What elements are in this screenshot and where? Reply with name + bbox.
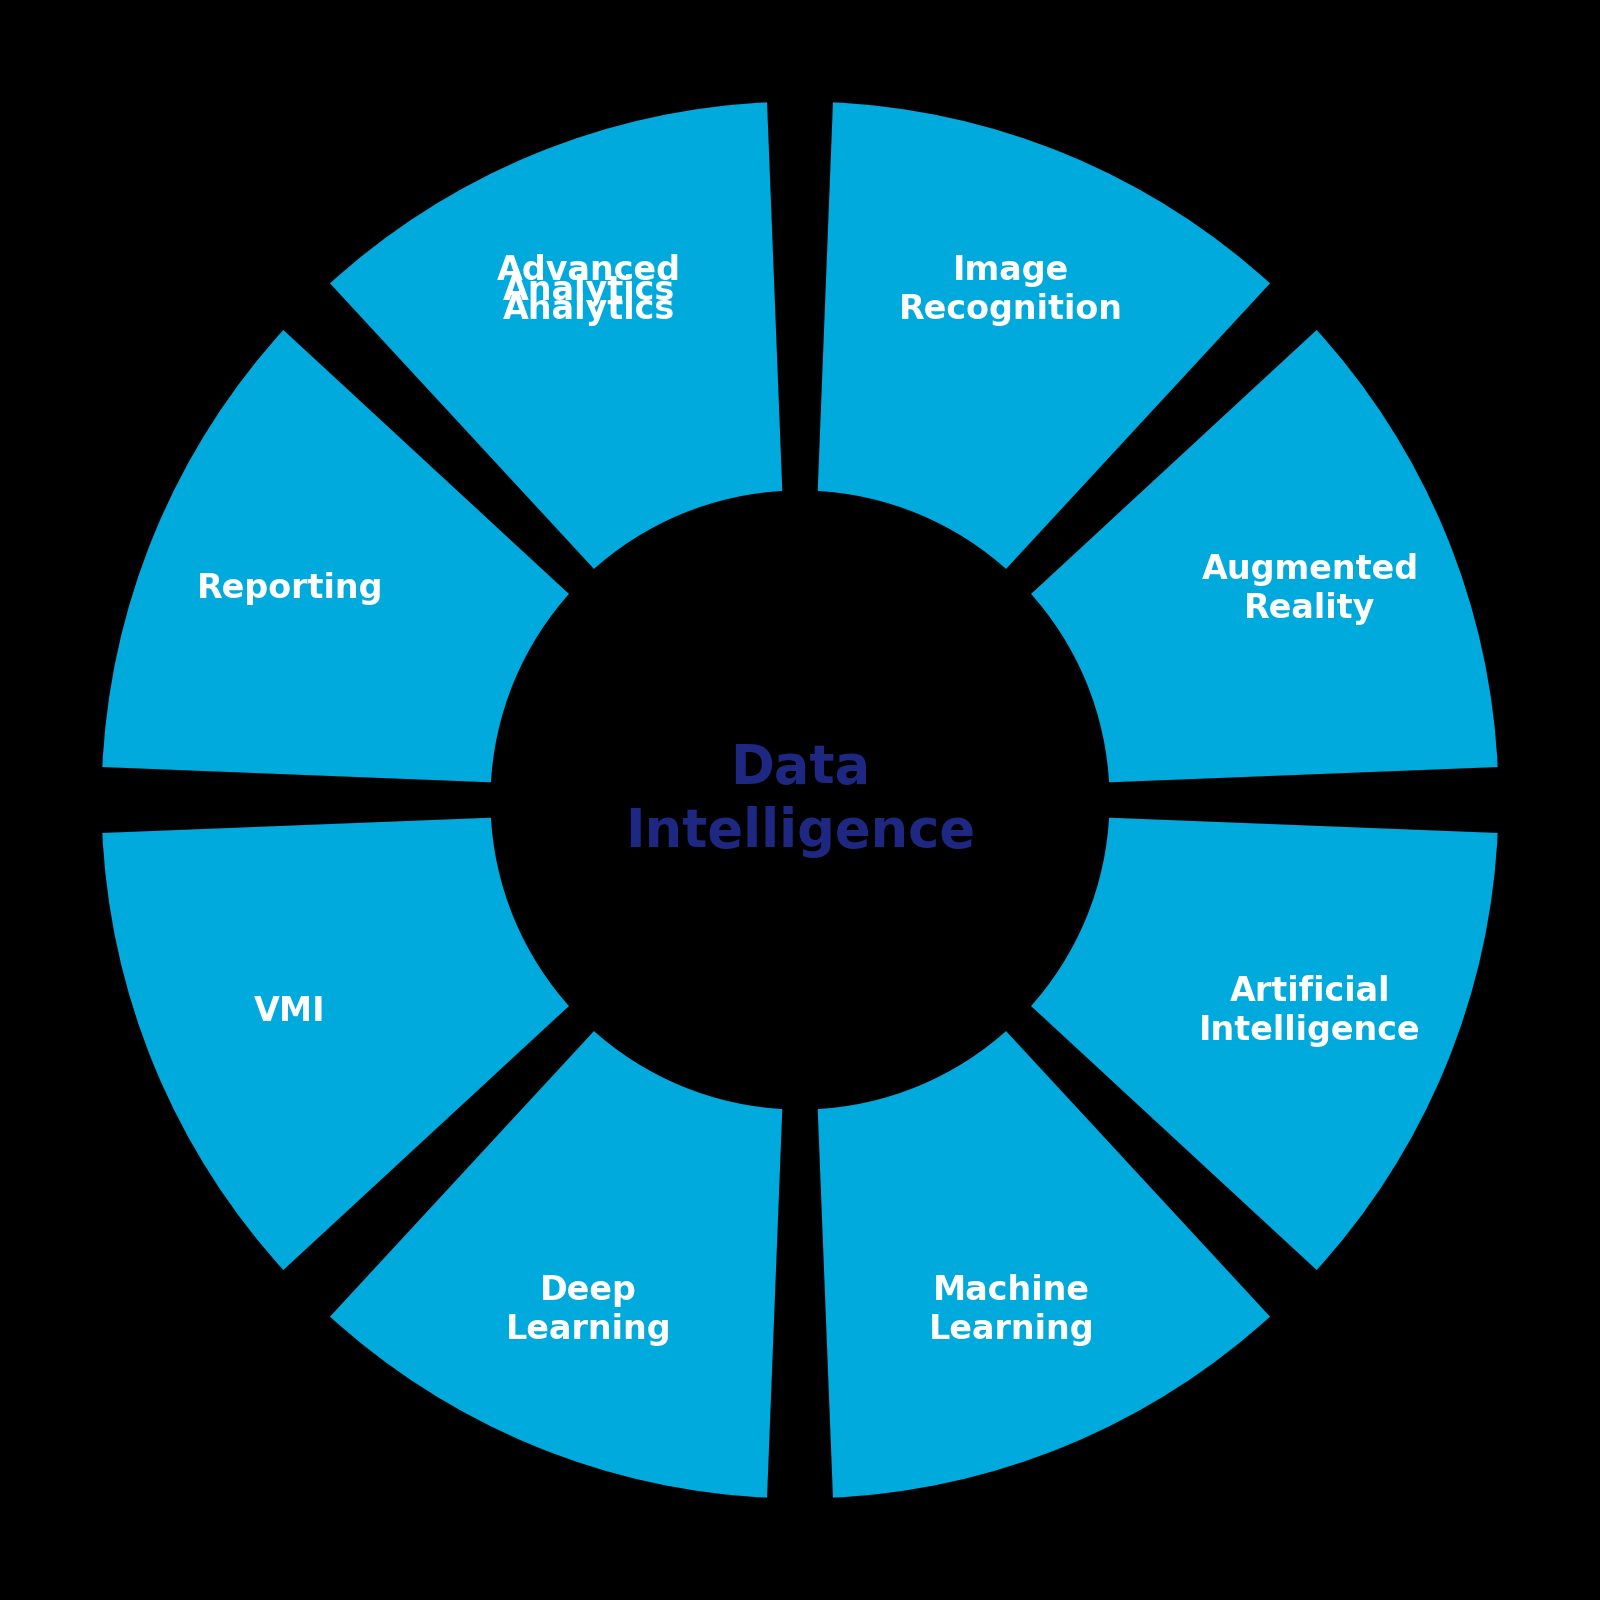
Text: Data
Intelligence: Data Intelligence xyxy=(626,742,974,858)
Wedge shape xyxy=(1024,322,1504,789)
Text: Analytics: Analytics xyxy=(502,274,675,307)
Wedge shape xyxy=(322,1024,789,1504)
Text: Augmented
Reality: Augmented Reality xyxy=(1202,552,1419,626)
Text: VMI: VMI xyxy=(254,995,326,1027)
Text: Machine
Learning: Machine Learning xyxy=(928,1274,1094,1346)
Wedge shape xyxy=(1024,811,1504,1278)
Wedge shape xyxy=(811,96,1278,576)
Text: Reporting: Reporting xyxy=(197,573,384,605)
Wedge shape xyxy=(322,96,789,576)
Text: Deep
Learning: Deep Learning xyxy=(506,1274,672,1346)
Text: Advanced
Analytics: Advanced Analytics xyxy=(496,254,680,326)
Text: Image
Recognition: Image Recognition xyxy=(899,254,1123,326)
Wedge shape xyxy=(322,96,789,576)
Circle shape xyxy=(496,496,1104,1104)
Text: Artificial
Intelligence: Artificial Intelligence xyxy=(1198,974,1421,1048)
Wedge shape xyxy=(96,322,576,789)
Wedge shape xyxy=(811,1024,1278,1504)
Wedge shape xyxy=(96,811,576,1278)
